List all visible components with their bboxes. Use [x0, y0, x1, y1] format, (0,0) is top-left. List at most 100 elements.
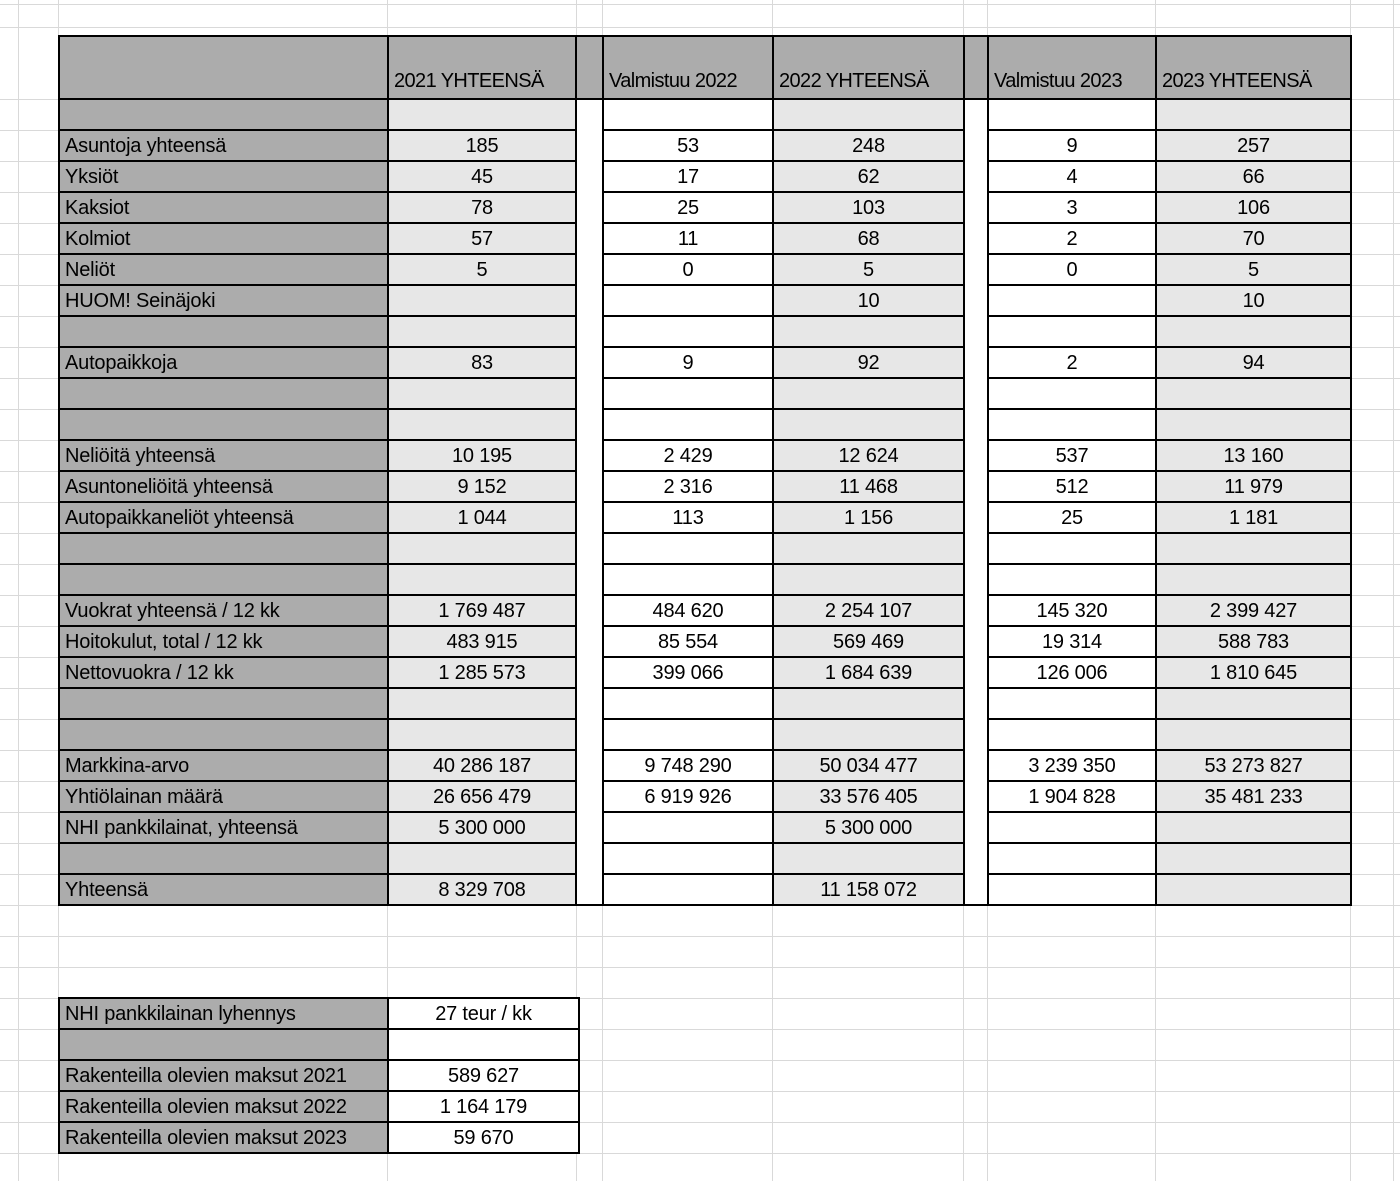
table-cell[interactable] — [387, 284, 577, 317]
table-cell[interactable] — [602, 377, 774, 410]
table-cell[interactable]: 257 — [1155, 129, 1352, 162]
table-cell[interactable] — [387, 718, 577, 751]
row-label-cell[interactable]: Neliöitä yhteensä — [58, 439, 389, 472]
table-cell[interactable] — [987, 718, 1157, 751]
row-label-cell[interactable]: Rakenteilla olevien maksut 2022 — [58, 1090, 389, 1123]
table-cell[interactable] — [602, 98, 774, 131]
table-cell[interactable]: 589 627 — [387, 1059, 580, 1092]
table-cell[interactable] — [772, 563, 965, 596]
table-cell[interactable] — [1155, 687, 1352, 720]
table-cell[interactable]: 6 919 926 — [602, 780, 774, 813]
table-cell[interactable] — [1155, 532, 1352, 565]
table-cell[interactable] — [772, 315, 965, 348]
table-cell[interactable]: 53 273 827 — [1155, 749, 1352, 782]
table-cell[interactable] — [602, 811, 774, 844]
row-label-cell[interactable] — [58, 532, 389, 565]
table-cell[interactable]: 106 — [1155, 191, 1352, 224]
table-cell[interactable]: 40 286 187 — [387, 749, 577, 782]
table-cell[interactable] — [602, 563, 774, 596]
table-cell[interactable] — [387, 408, 577, 441]
table-cell[interactable] — [987, 408, 1157, 441]
table-cell[interactable]: 113 — [602, 501, 774, 534]
table-cell[interactable] — [772, 687, 965, 720]
table-cell[interactable] — [987, 873, 1157, 906]
table-cell[interactable]: 483 915 — [387, 625, 577, 658]
row-label-cell[interactable] — [58, 842, 389, 875]
table-cell[interactable] — [1155, 408, 1352, 441]
table-cell[interactable]: 3 239 350 — [987, 749, 1157, 782]
table-cell[interactable] — [387, 98, 577, 131]
table-cell[interactable]: 11 — [602, 222, 774, 255]
table-cell[interactable]: 2 — [987, 346, 1157, 379]
table-cell[interactable]: 9 152 — [387, 470, 577, 503]
row-label-cell[interactable] — [58, 315, 389, 348]
table-cell[interactable]: 17 — [602, 160, 774, 193]
table-cell[interactable]: 62 — [772, 160, 965, 193]
table-cell[interactable] — [1155, 811, 1352, 844]
row-label-cell[interactable]: Asuntoneliöitä yhteensä — [58, 470, 389, 503]
table-cell[interactable]: 70 — [1155, 222, 1352, 255]
column-header-valmistuu-2022[interactable]: Valmistuu 2022 — [602, 35, 774, 100]
table-cell[interactable]: 27 teur / kk — [387, 997, 580, 1030]
table-cell[interactable] — [387, 1028, 580, 1061]
table-cell[interactable] — [387, 563, 577, 596]
table-cell[interactable]: 537 — [987, 439, 1157, 472]
table-cell[interactable]: 8 329 708 — [387, 873, 577, 906]
table-cell[interactable]: 78 — [387, 191, 577, 224]
table-cell[interactable]: 2 399 427 — [1155, 594, 1352, 627]
table-cell[interactable]: 126 006 — [987, 656, 1157, 689]
table-cell[interactable]: 2 316 — [602, 470, 774, 503]
row-label-cell[interactable]: Yhtiölainan määrä — [58, 780, 389, 813]
row-label-cell[interactable]: Yksiöt — [58, 160, 389, 193]
table-cell[interactable]: 33 576 405 — [772, 780, 965, 813]
table-cell[interactable] — [987, 98, 1157, 131]
table-cell[interactable] — [1155, 842, 1352, 875]
table-cell[interactable] — [772, 718, 965, 751]
table-cell[interactable]: 145 320 — [987, 594, 1157, 627]
table-cell[interactable]: 185 — [387, 129, 577, 162]
table-cell[interactable]: 5 300 000 — [387, 811, 577, 844]
table-cell[interactable]: 1 156 — [772, 501, 965, 534]
row-label-cell[interactable]: Markkina-arvo — [58, 749, 389, 782]
table-cell[interactable]: 103 — [772, 191, 965, 224]
table-cell[interactable]: 12 624 — [772, 439, 965, 472]
table-cell[interactable] — [387, 842, 577, 875]
row-label-cell[interactable] — [58, 687, 389, 720]
corner-cell[interactable] — [58, 35, 389, 100]
table-cell[interactable]: 1 285 573 — [387, 656, 577, 689]
row-label-cell[interactable]: Autopaikkoja — [58, 346, 389, 379]
table-cell[interactable]: 5 — [387, 253, 577, 286]
table-cell[interactable] — [772, 408, 965, 441]
table-cell[interactable] — [387, 315, 577, 348]
table-cell[interactable] — [602, 315, 774, 348]
table-cell[interactable] — [987, 284, 1157, 317]
row-label-cell[interactable]: Rakenteilla olevien maksut 2023 — [58, 1121, 389, 1154]
table-cell[interactable] — [602, 873, 774, 906]
table-cell[interactable]: 0 — [602, 253, 774, 286]
row-label-cell[interactable]: Neliöt — [58, 253, 389, 286]
table-cell[interactable]: 9 — [987, 129, 1157, 162]
table-cell[interactable]: 1 904 828 — [987, 780, 1157, 813]
table-cell[interactable]: 1 181 — [1155, 501, 1352, 534]
table-cell[interactable] — [1155, 563, 1352, 596]
table-cell[interactable] — [602, 284, 774, 317]
table-cell[interactable]: 13 160 — [1155, 439, 1352, 472]
table-cell[interactable]: 94 — [1155, 346, 1352, 379]
table-cell[interactable]: 85 554 — [602, 625, 774, 658]
table-cell[interactable]: 1 164 179 — [387, 1090, 580, 1123]
table-cell[interactable]: 45 — [387, 160, 577, 193]
row-label-cell[interactable]: Vuokrat yhteensä / 12 kk — [58, 594, 389, 627]
table-cell[interactable]: 0 — [987, 253, 1157, 286]
table-cell[interactable]: 35 481 233 — [1155, 780, 1352, 813]
table-cell[interactable]: 59 670 — [387, 1121, 580, 1154]
row-label-cell[interactable]: Kaksiot — [58, 191, 389, 224]
table-cell[interactable]: 1 769 487 — [387, 594, 577, 627]
row-label-cell[interactable] — [58, 718, 389, 751]
table-cell[interactable] — [602, 408, 774, 441]
table-cell[interactable] — [772, 532, 965, 565]
table-cell[interactable] — [1155, 98, 1352, 131]
table-cell[interactable]: 2 254 107 — [772, 594, 965, 627]
row-label-cell[interactable] — [58, 408, 389, 441]
table-cell[interactable]: 10 195 — [387, 439, 577, 472]
table-cell[interactable] — [1155, 718, 1352, 751]
